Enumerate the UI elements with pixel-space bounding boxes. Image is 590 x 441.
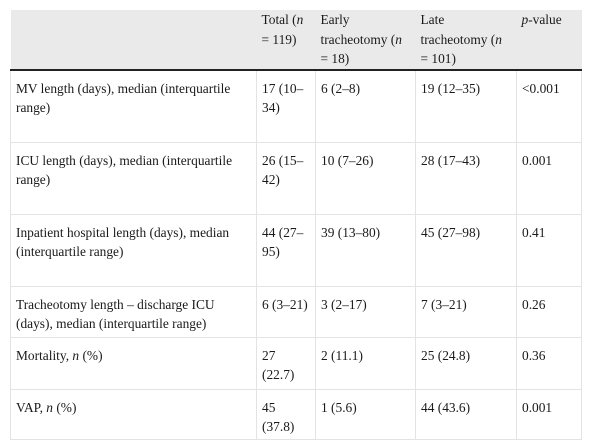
cell-p-value: 0.36: [516, 337, 582, 390]
table-row: Mortality, n (%) 27 (22.7) 2 (11.1) 25 (…: [10, 337, 582, 390]
cell-p-value: <0.001: [516, 69, 582, 143]
cell-total: 6 (3–21): [256, 286, 316, 338]
cell-late: 44 (43.6): [415, 389, 517, 440]
cell-early: 3 (2–17): [315, 286, 416, 338]
row-label: MV length (days), median (interquartile …: [10, 69, 257, 143]
outcomes-table: Total (n = 119) Early tracheotomy (n = 1…: [10, 10, 582, 440]
table-header: Total (n = 119) Early tracheotomy (n = 1…: [10, 10, 582, 71]
row-label: Inpatient hospital length (days), median…: [10, 214, 257, 287]
cell-late: 25 (24.8): [415, 337, 517, 390]
cell-early: 1 (5.6): [315, 389, 416, 440]
cell-early: 6 (2–8): [315, 69, 416, 143]
header-cell-late: Late tracheotomy (n = 101): [415, 10, 517, 71]
table-row: ICU length (days), median (interquartile…: [10, 142, 582, 215]
table-row: MV length (days), median (interquartile …: [10, 69, 582, 143]
header-row: Total (n = 119) Early tracheotomy (n = 1…: [10, 10, 582, 71]
header-cell-p-value: p-value: [516, 10, 582, 71]
header-cell-early: Early tracheotomy (n = 18): [315, 10, 416, 71]
cell-late: 19 (12–35): [415, 69, 517, 143]
table-row: Tracheotomy length – discharge ICU (days…: [10, 286, 582, 338]
cell-early: 39 (13–80): [315, 214, 416, 287]
row-label: Tracheotomy length – discharge ICU (days…: [10, 286, 257, 338]
header-cell-total: Total (n = 119): [256, 10, 316, 71]
cell-p-value: 0.001: [516, 142, 582, 215]
header-cell-blank: [10, 10, 257, 71]
cell-total: 26 (15–42): [256, 142, 316, 215]
cell-total: 44 (27–95): [256, 214, 316, 287]
cell-total: 45 (37.8): [256, 389, 316, 440]
table-row: VAP, n (%) 45 (37.8) 1 (5.6) 44 (43.6) 0…: [10, 389, 582, 440]
cell-total: 17 (10–34): [256, 69, 316, 143]
table-row: Inpatient hospital length (days), median…: [10, 214, 582, 287]
cell-late: 7 (3–21): [415, 286, 517, 338]
cell-p-value: 0.001: [516, 389, 582, 440]
table-body: MV length (days), median (interquartile …: [10, 69, 582, 440]
cell-late: 28 (17–43): [415, 142, 517, 215]
row-label: ICU length (days), median (interquartile…: [10, 142, 257, 215]
cell-p-value: 0.26: [516, 286, 582, 338]
cell-p-value: 0.41: [516, 214, 582, 287]
cell-late: 45 (27–98): [415, 214, 517, 287]
row-label: Mortality, n (%): [10, 337, 257, 390]
cell-early: 10 (7–26): [315, 142, 416, 215]
cell-total: 27 (22.7): [256, 337, 316, 390]
row-label: VAP, n (%): [10, 389, 257, 440]
cell-early: 2 (11.1): [315, 337, 416, 390]
